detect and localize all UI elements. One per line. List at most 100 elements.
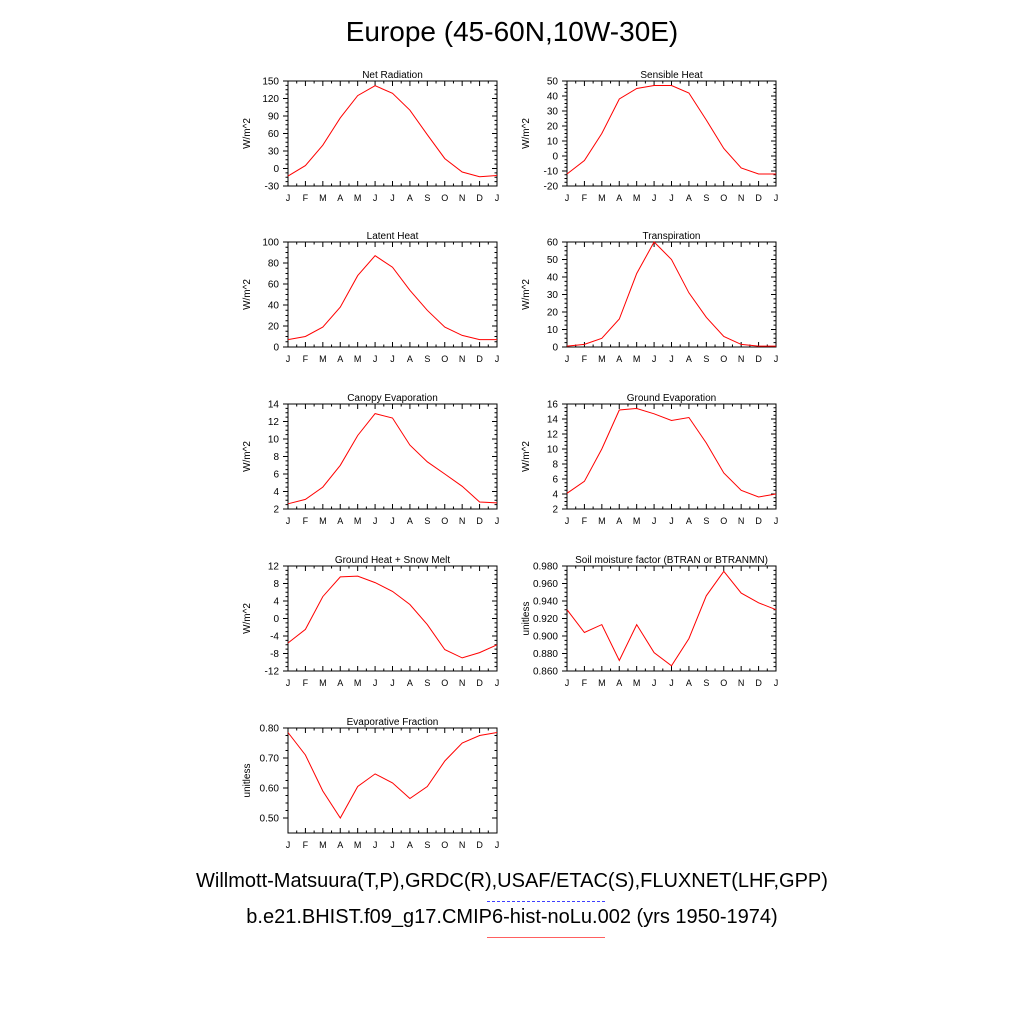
- x-tick-label: J: [286, 678, 291, 688]
- y-tick-label: 14: [268, 400, 280, 411]
- y-tick-label: 0: [552, 152, 558, 163]
- y-tick-label: 0.920: [533, 614, 558, 625]
- y-tick-label: 2: [273, 505, 279, 516]
- y-tick-label: 0.50: [260, 814, 280, 825]
- x-tick-label: J: [774, 354, 779, 364]
- y-tick-label: 16: [547, 400, 559, 411]
- series-line: [566, 241, 776, 347]
- x-tick-label: J: [286, 354, 291, 364]
- x-tick-label: S: [424, 354, 430, 364]
- x-tick-label: D: [476, 354, 483, 364]
- x-tick-label: M: [354, 193, 362, 203]
- legend-model-label: b.e21.BHIST.f09_g17.CMIP6-hist-noLu.002 …: [246, 906, 778, 928]
- x-tick-label: S: [424, 516, 430, 526]
- y-tick-label: 10: [547, 445, 559, 456]
- x-tick-label: D: [476, 516, 483, 526]
- y-tick-label: 10: [547, 325, 559, 336]
- y-tick-label: 40: [547, 273, 559, 284]
- y-tick-label: 150: [262, 77, 279, 88]
- x-tick-label: M: [633, 354, 641, 364]
- x-tick-label: F: [582, 678, 588, 688]
- x-tick-label: J: [652, 516, 657, 526]
- x-tick-label: F: [303, 840, 309, 850]
- x-tick-label: M: [319, 354, 327, 364]
- y-tick-label: 4: [273, 597, 279, 608]
- plot-frame: [566, 80, 777, 187]
- x-tick-label: S: [424, 193, 430, 203]
- series-line: [287, 255, 497, 341]
- y-tick-label: -8: [270, 649, 279, 660]
- y-tick-label: 50: [547, 77, 559, 88]
- y-axis-label: unitless: [242, 764, 253, 798]
- x-tick-label: J: [286, 516, 291, 526]
- y-tick-label: 0: [273, 164, 279, 175]
- x-tick-label: O: [720, 516, 727, 526]
- y-axis-label: unitless: [521, 602, 532, 636]
- y-tick-label: 0.980: [533, 562, 558, 573]
- y-tick-label: 0: [552, 343, 558, 354]
- x-tick-label: J: [495, 516, 500, 526]
- y-tick-label: 30: [268, 147, 280, 158]
- y-axis-label: W/m^2: [242, 603, 253, 634]
- x-tick-label: J: [495, 193, 500, 203]
- plot-frame: [287, 727, 498, 834]
- x-tick-label: J: [373, 840, 378, 850]
- legend-observations-label: Willmott-Matsuura(T,P),GRDC(R),USAF/ETAC…: [196, 870, 828, 892]
- chart-title: Sensible Heat: [640, 70, 702, 81]
- x-tick-label: J: [565, 193, 570, 203]
- x-tick-label: J: [774, 193, 779, 203]
- x-tick-label: A: [616, 354, 622, 364]
- x-tick-label: J: [774, 678, 779, 688]
- y-tick-label: 10: [547, 137, 559, 148]
- x-tick-label: J: [669, 678, 674, 688]
- y-tick-label: 0.70: [260, 754, 280, 765]
- x-tick-label: A: [337, 193, 343, 203]
- x-tick-label: D: [476, 840, 483, 850]
- chart-title: Transpiration: [643, 231, 701, 242]
- y-tick-label: 90: [268, 112, 280, 123]
- x-tick-label: M: [354, 516, 362, 526]
- x-tick-label: D: [755, 516, 762, 526]
- x-tick-label: M: [319, 516, 327, 526]
- y-tick-label: 0: [273, 614, 279, 625]
- series-line: [287, 85, 498, 178]
- series-line: [566, 85, 776, 175]
- y-tick-label: -10: [544, 167, 559, 178]
- y-tick-label: 40: [547, 92, 559, 103]
- chart-title: Soil moisture factor (BTRAN or BTRANMN): [575, 555, 768, 566]
- y-tick-label: 20: [268, 322, 280, 333]
- x-tick-label: J: [495, 678, 500, 688]
- x-tick-label: O: [720, 193, 727, 203]
- y-tick-label: 50: [547, 255, 559, 266]
- chart-title: Net Radiation: [362, 70, 423, 81]
- x-tick-label: A: [616, 516, 622, 526]
- x-tick-label: J: [373, 193, 378, 203]
- y-tick-label: 120: [262, 94, 279, 105]
- x-tick-label: A: [686, 516, 692, 526]
- x-tick-label: D: [755, 354, 762, 364]
- x-tick-label: M: [598, 516, 606, 526]
- x-tick-label: A: [337, 678, 343, 688]
- series-line: [566, 407, 777, 498]
- series-line: [566, 570, 777, 667]
- x-tick-label: S: [424, 840, 430, 850]
- x-tick-label: J: [373, 354, 378, 364]
- x-tick-label: M: [633, 193, 641, 203]
- x-tick-label: J: [286, 840, 291, 850]
- x-tick-label: J: [390, 678, 395, 688]
- y-tick-label: 0.880: [533, 649, 558, 660]
- x-tick-label: J: [669, 354, 674, 364]
- x-tick-label: J: [495, 354, 500, 364]
- x-tick-label: N: [459, 193, 466, 203]
- y-tick-label: -20: [544, 182, 559, 193]
- y-tick-label: 12: [268, 417, 280, 428]
- y-tick-label: 14: [547, 415, 559, 426]
- series-line: [287, 575, 498, 659]
- chart-title: Ground Evaporation: [627, 393, 717, 404]
- x-tick-label: J: [373, 516, 378, 526]
- y-tick-label: 2: [552, 505, 558, 516]
- x-tick-label: J: [390, 193, 395, 203]
- y-tick-label: 0.80: [260, 724, 280, 735]
